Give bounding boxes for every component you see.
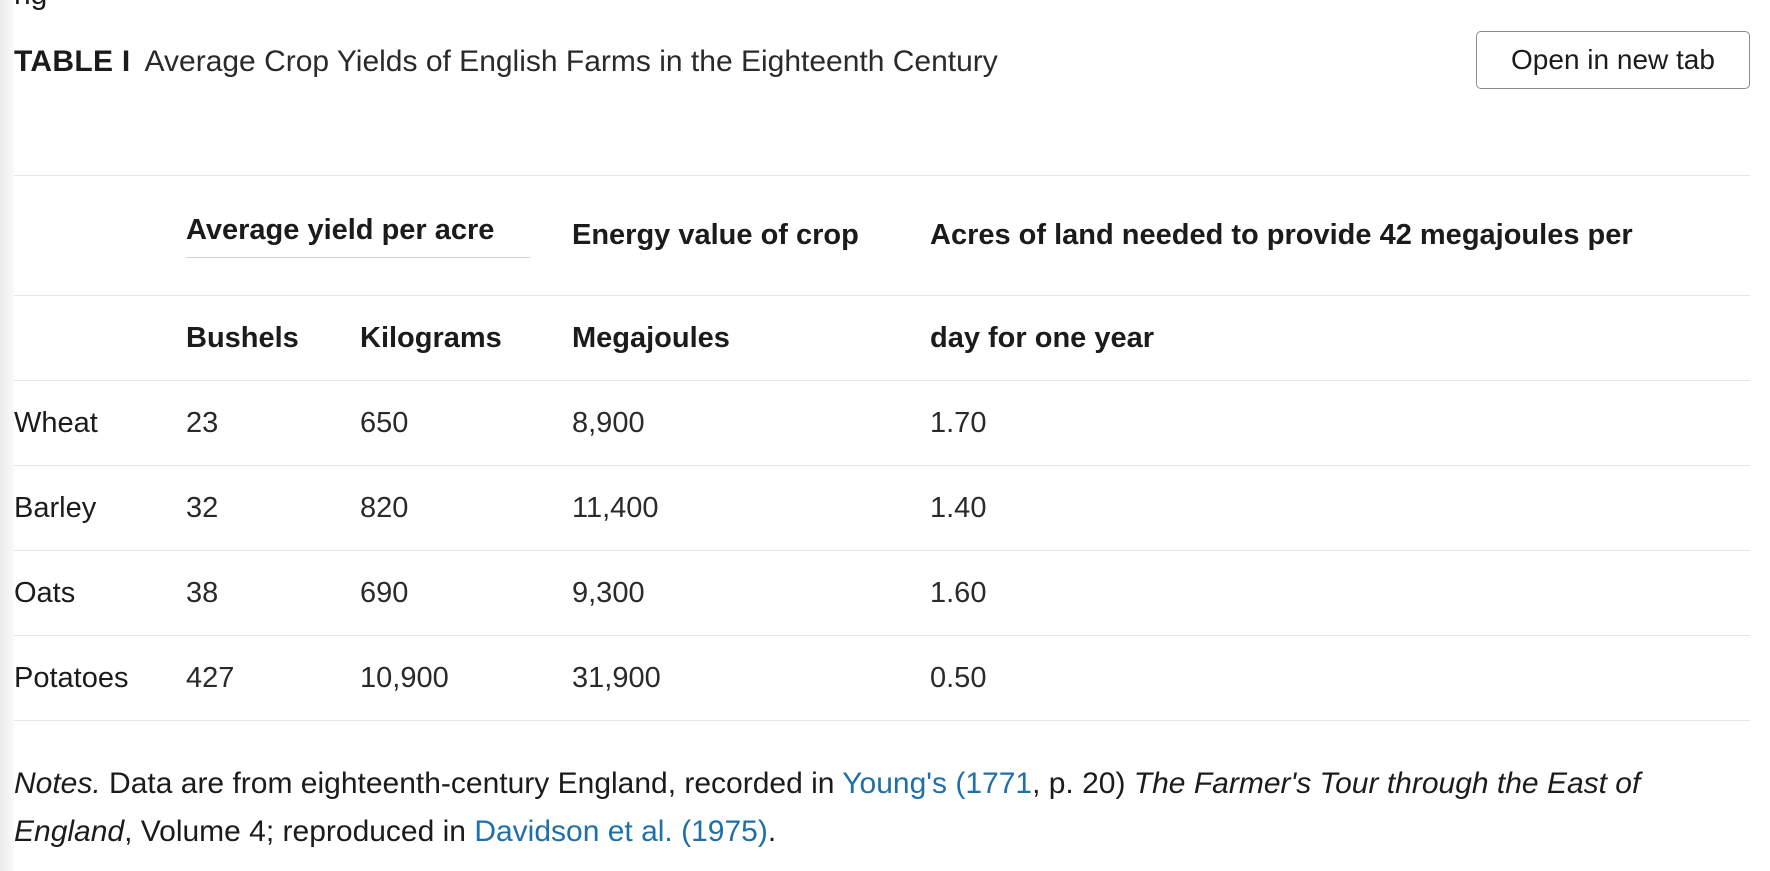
crop-name: Oats bbox=[14, 576, 76, 609]
notes-text-2: , p. 20) bbox=[1032, 767, 1134, 800]
table-row: Oats 38 690 9,300 1.60 bbox=[14, 551, 1750, 636]
open-in-new-tab-button[interactable]: Open in new tab bbox=[1476, 31, 1750, 89]
crop-name: Barley bbox=[14, 491, 97, 524]
bushels-value: 32 bbox=[186, 491, 219, 524]
notes-label: Notes. bbox=[14, 767, 101, 800]
notes-text-1: Data are from eighteenth-century England… bbox=[100, 767, 843, 800]
bushels-value: 23 bbox=[186, 406, 219, 439]
subheader-megajoules: Megajoules bbox=[572, 321, 730, 354]
megajoules-value: 31,900 bbox=[572, 661, 661, 694]
header-yield-label: Average yield per acre bbox=[186, 214, 530, 258]
clipped-text-fragment: ng bbox=[14, 0, 47, 12]
kilograms-value: 10,900 bbox=[360, 661, 449, 694]
crop-yields-table: Average yield per acre Energy value of c… bbox=[14, 175, 1750, 721]
megajoules-value: 9,300 bbox=[572, 576, 645, 609]
megajoules-value: 8,900 bbox=[572, 406, 645, 439]
table-notes: Notes. Data are from eighteenth-century … bbox=[14, 760, 1754, 856]
acres-value: 1.40 bbox=[930, 491, 987, 524]
header-acres-label-line1: Acres of land needed to provide 42 megaj… bbox=[930, 219, 1633, 251]
header-row-groups: Average yield per acre Energy value of c… bbox=[14, 175, 1750, 296]
bushels-value: 38 bbox=[186, 576, 219, 609]
book-title: The Farmer's Tour through the East of En… bbox=[14, 767, 1641, 848]
subheader-bushels: Bushels bbox=[186, 321, 299, 354]
acres-value: 1.60 bbox=[930, 576, 987, 609]
header-empty-cell bbox=[14, 176, 186, 296]
subheader-acres-line2: day for one year bbox=[930, 321, 1155, 354]
table-row: Wheat 23 650 8,900 1.70 bbox=[14, 381, 1750, 466]
table-label: TABLE I bbox=[14, 45, 131, 78]
left-edge-shadow bbox=[0, 0, 14, 871]
header-row-units: Bushels Kilograms Megajoules day for one… bbox=[14, 296, 1750, 381]
table-title: Average Crop Yields of English Farms in … bbox=[144, 45, 998, 78]
kilograms-value: 820 bbox=[360, 491, 409, 524]
kilograms-value: 650 bbox=[360, 406, 409, 439]
table-row: Barley 32 820 11,400 1.40 bbox=[14, 466, 1750, 551]
subheader-kilograms: Kilograms bbox=[360, 321, 502, 354]
acres-value: 1.70 bbox=[930, 406, 987, 439]
header-yield-group: Average yield per acre bbox=[186, 176, 572, 296]
young-1771-link[interactable]: Young's (1771 bbox=[842, 767, 1033, 800]
crop-name: Wheat bbox=[14, 406, 98, 439]
header-energy-label: Energy value of crop bbox=[572, 219, 859, 251]
crop-name: Potatoes bbox=[14, 661, 129, 694]
kilograms-value: 690 bbox=[360, 576, 409, 609]
notes-text-3: , Volume 4; reproduced in bbox=[124, 815, 475, 848]
table-caption: TABLE I Average Crop Yields of English F… bbox=[14, 38, 998, 86]
subheader-empty-cell bbox=[14, 296, 186, 381]
bushels-value: 427 bbox=[186, 661, 235, 694]
acres-value: 0.50 bbox=[930, 661, 987, 694]
notes-text-4: . bbox=[767, 815, 777, 848]
davidson-1975-link[interactable]: Davidson et al. (1975) bbox=[474, 815, 768, 848]
megajoules-value: 11,400 bbox=[572, 491, 659, 524]
table-row: Potatoes 427 10,900 31,900 0.50 bbox=[14, 636, 1750, 721]
